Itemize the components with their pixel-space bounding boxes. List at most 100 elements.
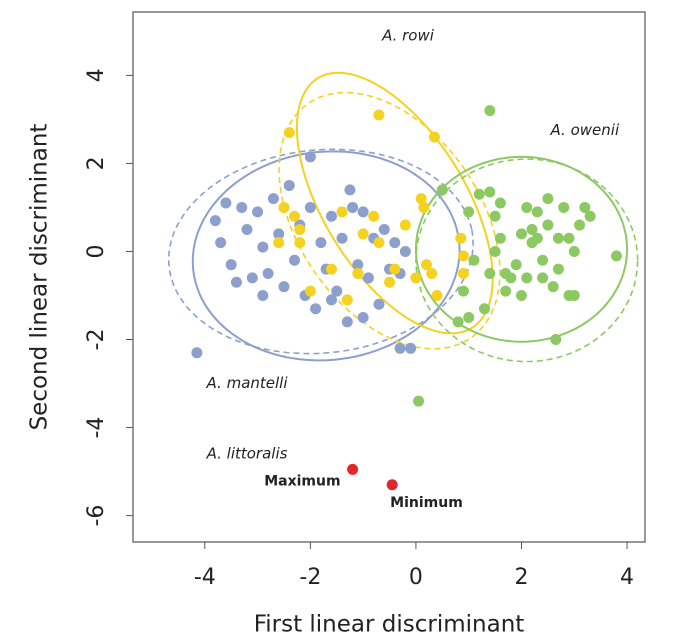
point: [484, 105, 496, 117]
point: [426, 267, 438, 279]
point: [215, 237, 227, 249]
ellipse: [295, 71, 494, 335]
point: [489, 210, 501, 222]
point: [191, 347, 203, 359]
point: [515, 228, 527, 240]
point: [252, 206, 264, 218]
point: [550, 334, 562, 346]
point: [310, 303, 322, 315]
point: [304, 201, 316, 213]
ellipse: [278, 91, 501, 350]
point: [389, 237, 401, 249]
point: [399, 245, 411, 257]
point: [547, 281, 559, 293]
point: [373, 237, 385, 249]
point: [542, 193, 554, 205]
point: [489, 245, 501, 257]
x-tick-label: -2: [299, 565, 321, 590]
point: [389, 263, 401, 275]
point: [584, 210, 596, 222]
point: [521, 272, 533, 284]
point: [357, 228, 369, 240]
point: [457, 285, 469, 297]
point: [341, 294, 353, 306]
y-tick-label: 0: [84, 244, 109, 258]
point: [457, 267, 469, 279]
point: [325, 210, 337, 222]
point: [552, 232, 564, 244]
point-label: Maximum: [264, 473, 340, 489]
point: [463, 311, 475, 323]
x-tick-label: 4: [620, 565, 634, 590]
point: [537, 254, 549, 266]
point: [344, 184, 356, 196]
point: [531, 232, 543, 244]
point: [579, 201, 591, 213]
x-axis-title: First linear discriminant: [254, 612, 525, 638]
point: [537, 272, 549, 284]
point: [246, 272, 258, 284]
ellipse: [414, 155, 629, 343]
point: [341, 316, 353, 328]
series-label: A. rowi: [381, 26, 435, 44]
point: [531, 206, 543, 218]
series-label: A. owenii: [550, 121, 620, 139]
point: [418, 201, 430, 213]
point: [262, 267, 274, 279]
point: [455, 232, 467, 244]
point: [386, 479, 398, 491]
point: [378, 223, 390, 235]
series-label: A. mantelli: [206, 374, 289, 392]
y-tick-label: 4: [84, 68, 109, 82]
point: [283, 127, 295, 139]
point: [431, 289, 443, 301]
point: [283, 179, 295, 191]
point: [494, 197, 506, 209]
series-label: A. littoralis: [206, 444, 288, 462]
x-tick-label: -4: [194, 565, 216, 590]
point: [325, 294, 337, 306]
point: [257, 241, 269, 253]
point: [336, 206, 348, 218]
point: [373, 109, 385, 121]
point: [420, 259, 432, 271]
point: [552, 263, 564, 275]
y-tick-label: -2: [84, 329, 109, 351]
point: [574, 219, 586, 231]
point: [336, 232, 348, 244]
point: [294, 237, 306, 249]
point: [463, 206, 475, 218]
point: [278, 201, 290, 213]
point-label: Minimum: [390, 495, 463, 511]
point: [473, 188, 485, 200]
point: [563, 232, 575, 244]
point: [515, 289, 527, 301]
ellipse: [415, 158, 639, 363]
point: [331, 285, 343, 297]
point: [289, 210, 301, 222]
point: [357, 206, 369, 218]
y-axis-title: Second linear discriminant: [27, 124, 53, 431]
point: [373, 298, 385, 310]
point: [542, 219, 554, 231]
x-tick-label: 2: [514, 565, 528, 590]
point: [428, 131, 440, 143]
point: [413, 395, 425, 407]
point: [352, 267, 364, 279]
point: [500, 285, 512, 297]
point: [526, 223, 538, 235]
point: [347, 463, 359, 475]
point: [484, 267, 496, 279]
y-tick-label: 2: [84, 156, 109, 170]
point: [230, 276, 242, 288]
point: [558, 201, 570, 213]
point: [347, 201, 359, 213]
point: [220, 197, 232, 209]
point: [510, 259, 522, 271]
point: [241, 223, 253, 235]
point: [362, 272, 374, 284]
point: [521, 201, 533, 213]
point: [278, 281, 290, 293]
point: [289, 254, 301, 266]
